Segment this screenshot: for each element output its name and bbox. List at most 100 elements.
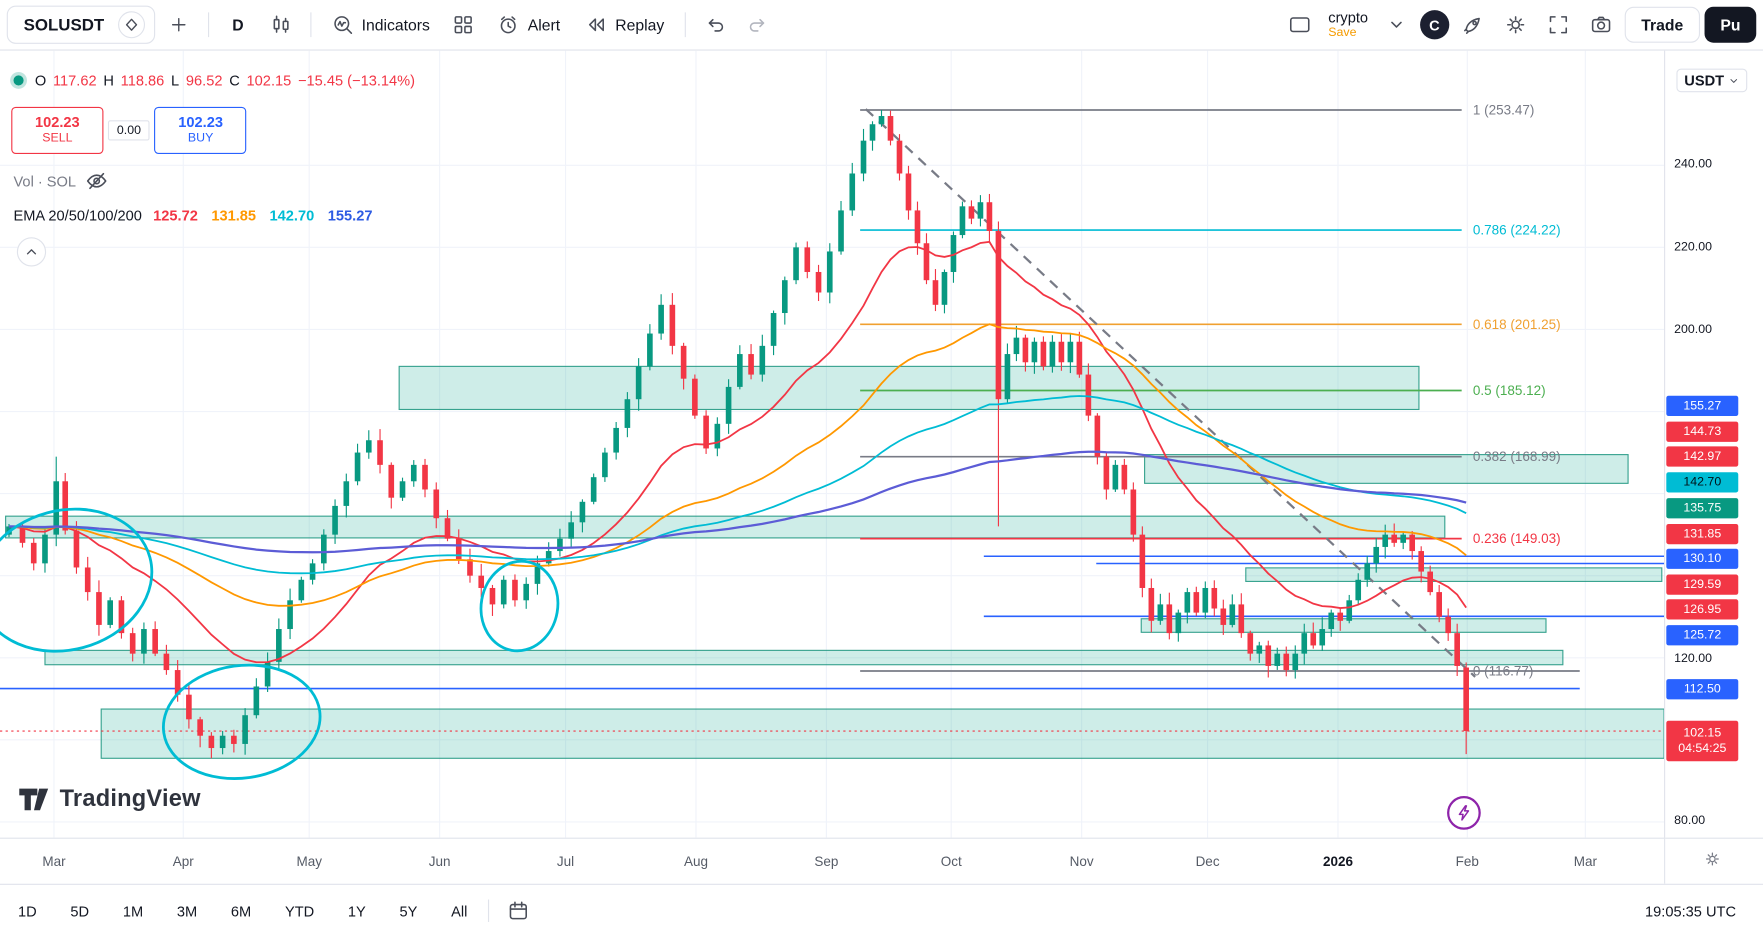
trendline[interactable] xyxy=(864,108,1476,678)
range-1y[interactable]: 1Y xyxy=(347,902,366,920)
axis-settings-gear-icon[interactable] xyxy=(1703,850,1721,868)
go-to-date-calendar-icon[interactable] xyxy=(507,899,529,921)
volume-label: Vol · SOL xyxy=(13,172,77,190)
zone-rect[interactable] xyxy=(44,649,1564,666)
ellipse-drawing[interactable] xyxy=(474,555,565,657)
redo-icon[interactable] xyxy=(738,6,776,44)
candle-body xyxy=(1328,612,1335,630)
price-tag: 112.50 xyxy=(1666,679,1739,700)
trade-button[interactable]: Trade xyxy=(1624,6,1701,43)
candle-body xyxy=(186,694,192,720)
candle-body xyxy=(647,333,653,367)
range-ytd[interactable]: YTD xyxy=(284,902,315,920)
chart-canvas[interactable]: 1 (253.47) 0.786 (224.22) 0.618 (201.25) 0.… xyxy=(0,50,1665,838)
candle-body xyxy=(298,579,305,601)
time-axis-label: Jun xyxy=(428,853,451,870)
candle-body xyxy=(923,243,930,281)
alert-button[interactable]: Alert xyxy=(487,6,570,44)
candle-body xyxy=(512,579,518,601)
chart-plot[interactable]: 1 (253.47) 0.786 (224.22) 0.618 (201.25) 0.… xyxy=(0,50,1665,838)
candle-body xyxy=(19,526,26,543)
candle-body xyxy=(1022,337,1029,363)
undo-icon[interactable] xyxy=(696,6,734,44)
chevron-down-icon[interactable] xyxy=(1377,6,1415,44)
add-symbol-icon[interactable] xyxy=(159,6,197,44)
buy-button[interactable]: 102.23 BUY xyxy=(154,106,247,155)
zone-rect[interactable] xyxy=(398,365,1420,411)
ema-200-line[interactable] xyxy=(8,450,1467,554)
zone-rect[interactable] xyxy=(1140,618,1547,633)
templates-grid-icon[interactable] xyxy=(445,6,483,44)
save-layout-button[interactable]: crypto Save xyxy=(1324,9,1373,40)
lightning-mode-button[interactable] xyxy=(1447,796,1481,830)
time-axis-label: Nov xyxy=(1069,853,1094,870)
candle-body xyxy=(1364,563,1371,580)
ellipse-drawing[interactable] xyxy=(0,490,168,670)
price-axis[interactable]: USDT 240.00 220.00 200.00 120.00 80.00 155.27… xyxy=(1664,50,1763,884)
candle-body xyxy=(1202,587,1209,613)
collapse-legend-button[interactable] xyxy=(16,237,47,267)
range-all[interactable]: All xyxy=(451,902,468,920)
candle-body xyxy=(62,481,69,531)
candle-body xyxy=(1292,653,1299,671)
date-range-switcher: 1D 5D 1M 3M 6M YTD 1Y 5Y All xyxy=(16,898,470,924)
range-1d[interactable]: 1D xyxy=(17,902,37,920)
settings-gear-icon[interactable] xyxy=(1496,6,1534,44)
ohlc-legend: O 117.62 H 118.86 L 96.52 C 102.15 −15.4… xyxy=(13,72,415,89)
ema-20-line[interactable] xyxy=(8,240,1467,664)
ema-100-line[interactable] xyxy=(8,395,1467,575)
candle-body xyxy=(804,247,811,272)
price-tag: 126.95 xyxy=(1666,599,1739,620)
time-axis[interactable]: Mar Apr May Jun Jul Aug Sep Oct Nov Dec 2026 Feb Mar xyxy=(0,837,1665,884)
zone-rect[interactable] xyxy=(100,708,1665,759)
candle-body xyxy=(1265,645,1272,666)
currency-select[interactable]: USDT xyxy=(1676,68,1748,93)
avatar[interactable]: C xyxy=(1419,10,1450,40)
candle-body xyxy=(107,600,113,625)
rocket-icon[interactable] xyxy=(1454,6,1492,44)
interval-button[interactable]: D xyxy=(232,15,244,34)
candle-body xyxy=(725,386,732,424)
replay-button[interactable]: Replay xyxy=(575,6,675,44)
candle-body xyxy=(129,633,136,654)
server-clock[interactable]: 19:05:35 UTC xyxy=(1645,902,1737,920)
close-label: C xyxy=(229,71,240,89)
axis-corner-cell xyxy=(1665,837,1763,884)
fullscreen-icon[interactable] xyxy=(1539,6,1577,44)
open-label: O xyxy=(34,71,47,89)
candle-body xyxy=(1004,354,1011,400)
snapshot-camera-icon[interactable] xyxy=(1582,6,1620,44)
candle-body xyxy=(680,345,687,379)
range-3m[interactable]: 3M xyxy=(176,902,198,920)
symbol-search-button[interactable]: SOLUSDT xyxy=(6,5,155,44)
time-axis-label: Apr xyxy=(172,853,194,870)
ema-50-line[interactable] xyxy=(8,323,1467,607)
candle-body xyxy=(703,415,709,449)
candle-body xyxy=(276,629,282,662)
ellipse-drawing[interactable] xyxy=(156,655,328,788)
zone-rect[interactable] xyxy=(5,515,1446,539)
range-6m[interactable]: 6M xyxy=(230,902,252,920)
candle-body xyxy=(1121,464,1128,490)
eye-off-icon[interactable] xyxy=(85,171,107,191)
candle-body xyxy=(781,280,788,314)
candle-body xyxy=(1085,374,1092,416)
sell-button[interactable]: 102.23 SELL xyxy=(11,106,104,155)
chart-style-candles-icon[interactable] xyxy=(262,6,300,44)
layout-select-icon[interactable] xyxy=(1281,6,1319,44)
range-5y[interactable]: 5Y xyxy=(399,902,418,920)
tradingview-logo-icon xyxy=(19,788,49,811)
ema-lines xyxy=(8,240,1467,664)
zone-rect[interactable] xyxy=(1245,567,1663,582)
lightning-icon xyxy=(1458,805,1470,821)
axis-price-label: 120.00 xyxy=(1674,652,1713,666)
compare-diamond-icon[interactable] xyxy=(117,11,145,39)
publish-button[interactable]: Pu xyxy=(1704,6,1757,43)
candle-body xyxy=(613,427,619,453)
range-1m[interactable]: 1M xyxy=(122,902,144,920)
range-5d[interactable]: 5D xyxy=(70,902,90,920)
indicators-button[interactable]: Indicators xyxy=(321,6,440,44)
candle-body xyxy=(141,629,147,654)
candle-body xyxy=(478,575,485,588)
candle-body xyxy=(977,202,984,219)
